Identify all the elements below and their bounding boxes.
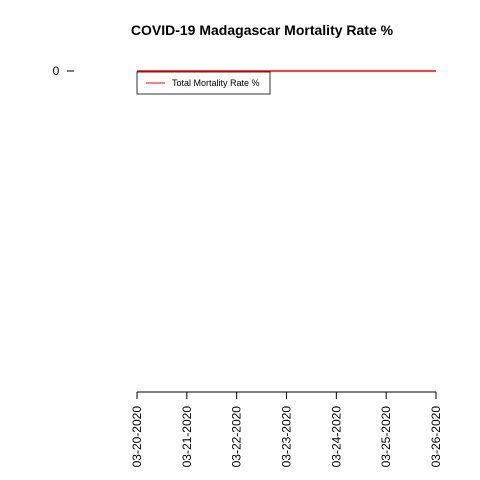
legend-box	[136, 71, 271, 95]
y-tick-label: 0	[53, 64, 60, 78]
x-tick-label: 03-25-2020	[379, 406, 393, 468]
chart-title: COVID-19 Madagascar Mortality Rate %	[131, 22, 394, 38]
x-tick-label: 03-24-2020	[329, 406, 343, 468]
x-tick-label: 03-23-2020	[280, 406, 294, 468]
legend-label: Total Mortality Rate %	[172, 78, 260, 88]
x-tick-label: 03-26-2020	[429, 406, 443, 468]
x-axis: 03-20-2020 03-21-2020 03-22-2020 03-23-2020…	[130, 391, 443, 468]
y-axis: 0	[53, 64, 74, 78]
x-tick-label: 03-20-2020	[130, 406, 144, 468]
x-tick-label: 03-21-2020	[180, 406, 194, 468]
x-tick-label: 03-22-2020	[230, 406, 244, 468]
legend: Total Mortality Rate %	[136, 71, 271, 95]
